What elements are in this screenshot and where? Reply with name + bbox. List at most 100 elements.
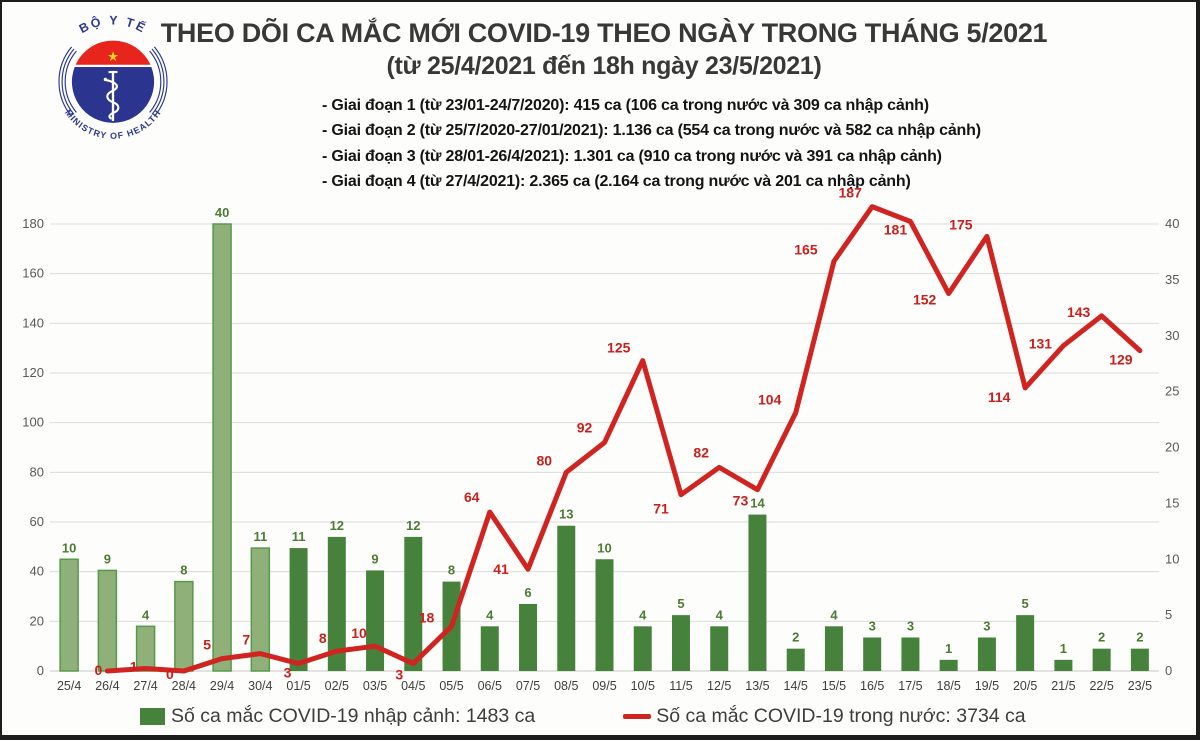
- bar-value-label: 11: [292, 529, 306, 544]
- line-value-label: 1: [130, 659, 138, 675]
- bar-value-label: 6: [524, 585, 531, 600]
- bar: [595, 559, 614, 671]
- line-value-label: 92: [577, 420, 593, 436]
- x-axis-label: 22/5: [1089, 679, 1113, 693]
- x-axis-label: 27/4: [133, 679, 157, 693]
- bar-value-label: 3: [869, 618, 876, 633]
- bar-value-label: 10: [597, 540, 611, 555]
- phase-notes: - Giai đoạn 1 (từ 23/01-24/7/2020): 415 …: [322, 93, 981, 195]
- x-axis-label: 19/5: [975, 679, 999, 693]
- bar-value-label: 14: [750, 496, 765, 511]
- caduceus-icon: [103, 70, 120, 121]
- line-value-label: 8: [319, 630, 327, 646]
- line-value-label: 71: [653, 501, 669, 517]
- bar-value-label: 4: [486, 607, 494, 622]
- x-axis-label: 10/5: [631, 679, 655, 693]
- note-line-1: - Giai đoạn 1 (từ 23/01-24/7/2020): 415 …: [322, 97, 929, 114]
- star-icon: ★: [107, 49, 119, 64]
- x-axis-label: 02/5: [325, 679, 349, 693]
- x-axis-label: 09/5: [592, 679, 616, 693]
- bar: [939, 659, 958, 671]
- line-value-label: 64: [464, 489, 480, 505]
- x-axis-label: 13/5: [745, 679, 769, 693]
- x-axis-label: 26/4: [95, 679, 119, 693]
- bar-value-label: 8: [180, 563, 187, 578]
- x-axis-label: 08/5: [554, 679, 578, 693]
- bar-value-label: 12: [406, 518, 420, 533]
- line-value-label: 0: [94, 662, 102, 678]
- bar-value-label: 4: [142, 607, 150, 622]
- left-axis-tick: 120: [22, 365, 44, 380]
- bar: [824, 626, 843, 671]
- right-axis-tick: 25: [1165, 384, 1179, 399]
- left-axis-tick: 40: [30, 564, 44, 579]
- x-axis-label: 11/5: [669, 679, 692, 693]
- bar-value-label: 4: [639, 607, 647, 622]
- bar-value-label: 5: [677, 596, 684, 611]
- bar-value-label: 1: [1060, 641, 1067, 656]
- right-axis-tick: 40: [1165, 216, 1179, 231]
- header: THEO DÕI CA MẮC MỚI COVID-19 THEO NGÀY T…: [132, 16, 1076, 82]
- x-axis-label: 23/5: [1128, 679, 1152, 693]
- line-value-label: 10: [351, 625, 367, 641]
- line-value-label: 131: [1029, 336, 1053, 352]
- left-axis-tick: 140: [22, 315, 44, 330]
- left-axis-tick: 180: [22, 216, 44, 231]
- line-value-label: 165: [794, 241, 818, 257]
- right-axis-tick: 30: [1165, 328, 1179, 343]
- x-axis-label: 01/5: [286, 679, 310, 693]
- bar: [327, 536, 346, 671]
- bar: [671, 615, 690, 671]
- moh-logo: ★ BỘ Y TẾ MINISTRY OF HEALTH: [46, 10, 180, 148]
- line-value-label: 187: [839, 185, 863, 201]
- x-axis-label: 28/4: [172, 679, 196, 693]
- bar-value-label: 2: [792, 630, 799, 645]
- left-axis-tick: 20: [30, 613, 44, 628]
- left-axis-tick: 0: [37, 663, 44, 678]
- left-axis-tick: 80: [30, 464, 44, 479]
- line-value-label: 129: [1109, 352, 1133, 368]
- x-axis-label: 05/5: [439, 679, 463, 693]
- bar: [1016, 615, 1035, 671]
- bar-value-label: 40: [215, 205, 229, 220]
- bar-value-label: 12: [330, 518, 344, 533]
- right-axis-tick: 15: [1165, 495, 1179, 510]
- bar: [901, 637, 920, 671]
- bar: [786, 648, 805, 671]
- bar-value-label: 2: [1136, 630, 1143, 645]
- line-value-label: 5: [203, 637, 211, 653]
- line-value-label: 82: [693, 444, 709, 460]
- x-axis-label: 15/5: [822, 679, 846, 693]
- line-value-label: 3: [284, 665, 292, 681]
- x-axis-label: 29/4: [210, 679, 234, 693]
- x-axis-label: 06/5: [478, 679, 502, 693]
- page-title: THEO DÕI CA MẮC MỚI COVID-19 THEO NGÀY T…: [160, 18, 1048, 48]
- bar-value-label: 10: [62, 540, 76, 555]
- bar-value-label: 3: [907, 618, 914, 633]
- bar: [519, 603, 538, 671]
- bar: [748, 514, 767, 671]
- x-axis-label: 14/5: [784, 679, 808, 693]
- line-value-label: 143: [1067, 304, 1091, 320]
- left-axis-tick: 100: [22, 415, 44, 430]
- x-axis-label: 25/4: [57, 679, 81, 693]
- bar: [1130, 648, 1149, 671]
- bar-value-label: 4: [830, 607, 838, 622]
- right-axis-tick: 20: [1165, 440, 1179, 455]
- bar-value-label: 13: [559, 507, 573, 522]
- x-axis-label: 16/5: [860, 679, 884, 693]
- legend-item-imported: Số ca mắc COVID-19 nhập cảnh: 1483 ca: [140, 705, 535, 728]
- line-value-label: 41: [493, 561, 509, 577]
- line-series: [104, 204, 1143, 674]
- legend-label-imported: Số ca mắc COVID-19 nhập cảnh: 1483 ca: [171, 705, 536, 727]
- bar-value-label: 3: [983, 618, 990, 633]
- left-axis-tick: 160: [22, 266, 44, 281]
- line-value-label: 73: [733, 493, 749, 509]
- bar-value-label: 5: [1022, 596, 1029, 611]
- line-swatch-icon: [623, 714, 652, 719]
- line-value-label: 181: [884, 222, 908, 238]
- left-axis-tick: 60: [30, 514, 44, 529]
- bar: [404, 536, 423, 671]
- line-value-label: 3: [395, 667, 403, 683]
